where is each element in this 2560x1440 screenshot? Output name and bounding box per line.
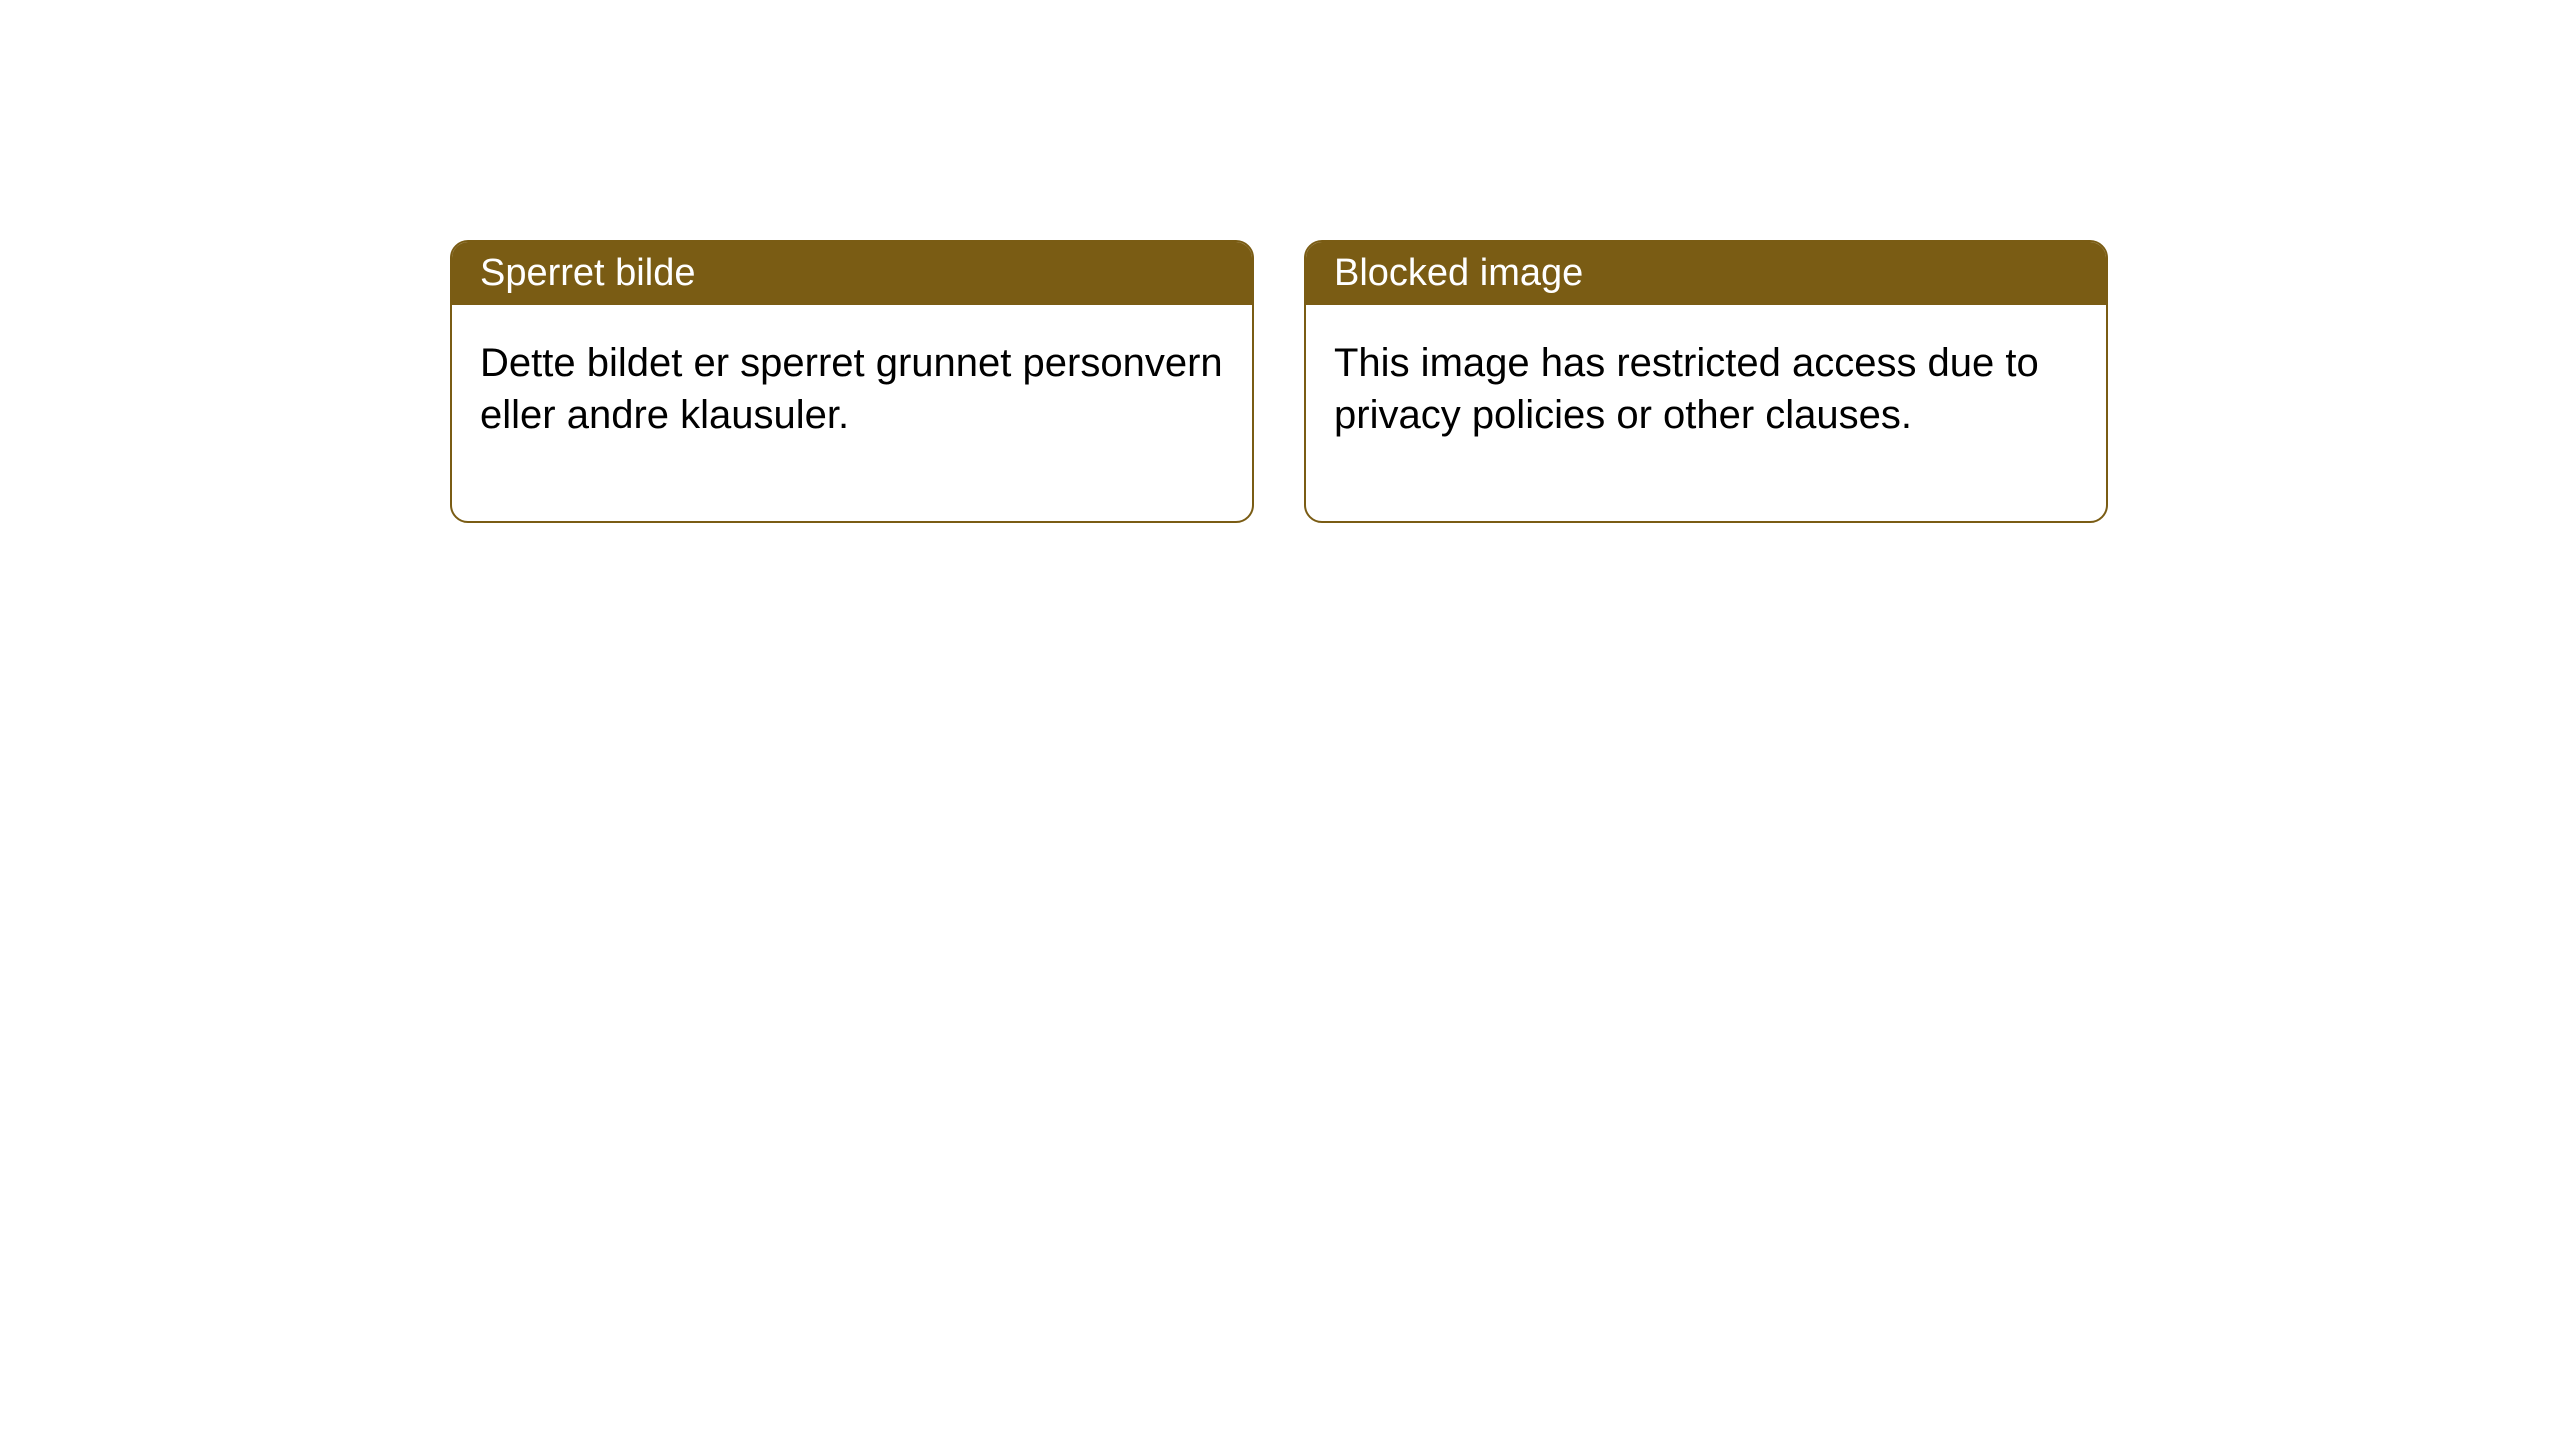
card-body: Dette bildet er sperret grunnet personve… [452, 305, 1252, 521]
card-header-title: Sperret bilde [480, 252, 695, 294]
card-body-text: This image has restricted access due to … [1334, 341, 2039, 437]
notice-cards-container: Sperret bilde Dette bildet er sperret gr… [450, 240, 2108, 523]
notice-card-norwegian: Sperret bilde Dette bildet er sperret gr… [450, 240, 1254, 523]
notice-card-english: Blocked image This image has restricted … [1304, 240, 2108, 523]
card-header-title: Blocked image [1334, 252, 1583, 294]
card-header: Blocked image [1306, 242, 2106, 305]
card-body-text: Dette bildet er sperret grunnet personve… [480, 341, 1223, 437]
card-header: Sperret bilde [452, 242, 1252, 305]
card-body: This image has restricted access due to … [1306, 305, 2106, 521]
